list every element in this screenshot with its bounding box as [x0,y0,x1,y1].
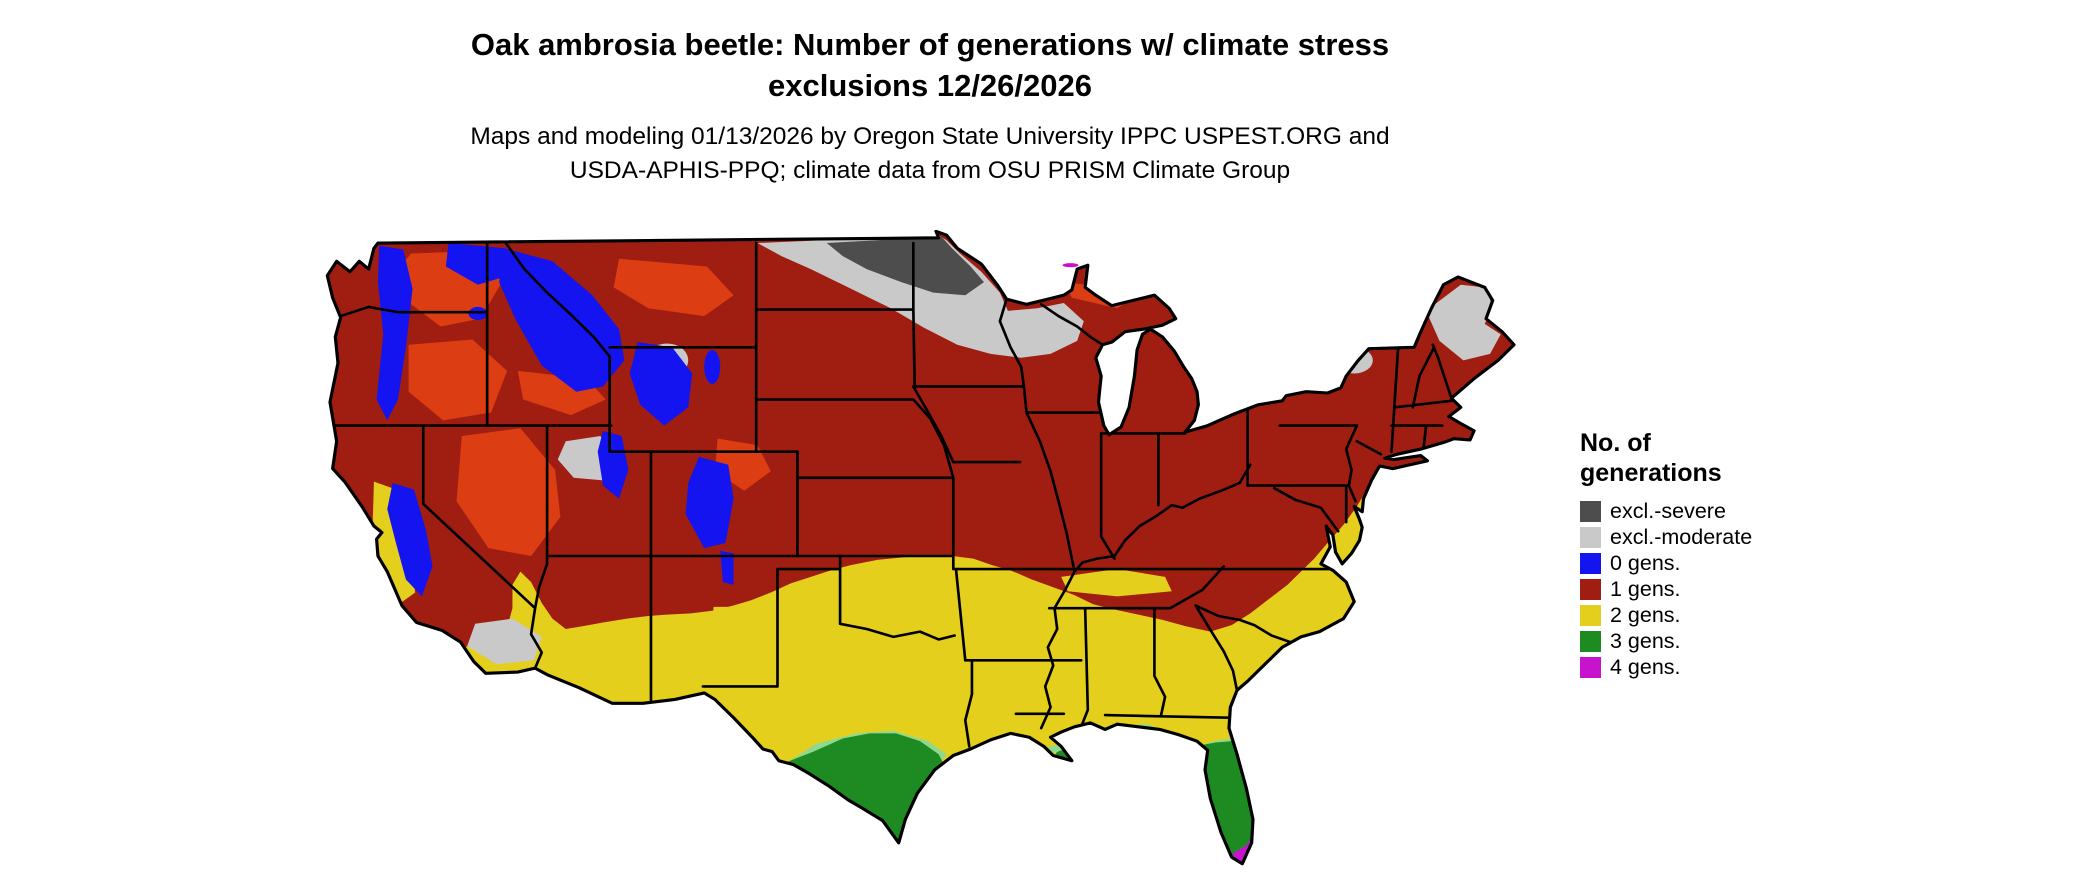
legend-label-excl-severe: excl.-severe [1610,499,1726,523]
figure-subtitle-line2: USDA-APHIS-PPQ; climate data from OSU PR… [569,157,1291,184]
state-borders [328,241,1453,748]
legend-label-2-gens: 2 gens. [1610,603,1681,627]
legend-title-line2: generations [1580,459,1722,487]
legend-item-0-gens: 0 gens. [1580,551,1840,575]
legend-item-excl-severe: excl.-severe [1580,499,1840,523]
us-generations-map [318,230,1530,882]
legend-swatch-1-gens [1580,579,1601,600]
legend-swatch-3-gens [1580,631,1601,652]
map-region-0-gens [376,243,734,597]
legend-swatch-0-gens [1580,553,1601,574]
legend-label-4-gens: 4 gens. [1610,655,1681,679]
legend-item-1-gens: 1 gens. [1580,577,1840,601]
legend-label-3-gens: 3 gens. [1610,629,1681,653]
isle-royale-speck [1062,263,1079,268]
legend-label-0-gens: 0 gens. [1610,551,1681,575]
legend-title-line1: No. of [1580,429,1651,457]
legend-item-4-gens: 4 gens. [1580,655,1840,679]
legend-title: No. of generations [1580,428,1840,488]
legend-swatch-excl-moderate [1580,527,1601,548]
legend-item-2-gens: 2 gens. [1580,603,1840,627]
us-coastline-outline [325,230,1516,866]
figure-title-line1: Oak ambrosia beetle: Number of generatio… [470,27,1390,62]
legend-label-1-gens: 1 gens. [1610,577,1681,601]
legend-swatch-4-gens [1580,657,1601,678]
legend-item-excl-moderate: excl.-moderate [1580,525,1840,549]
legend: No. of generations excl.-severe excl.-mo… [1580,428,1840,683]
legend-swatch-excl-severe [1580,501,1601,522]
figure-title: Oak ambrosia beetle: Number of generatio… [310,24,1550,106]
figure-title-line2: exclusions 12/26/2026 [767,68,1092,103]
legend-item-3-gens: 3 gens. [1580,629,1840,653]
legend-label-excl-moderate: excl.-moderate [1610,525,1753,549]
figure-subtitle-line1: Maps and modeling 01/13/2026 by Oregon S… [470,123,1390,150]
us-map-svg [325,230,1516,866]
figure-subtitle: Maps and modeling 01/13/2026 by Oregon S… [310,120,1550,188]
legend-swatch-2-gens [1580,605,1601,626]
map-region-4-gens [1198,837,1252,864]
map-region-3-gens [786,733,1253,864]
